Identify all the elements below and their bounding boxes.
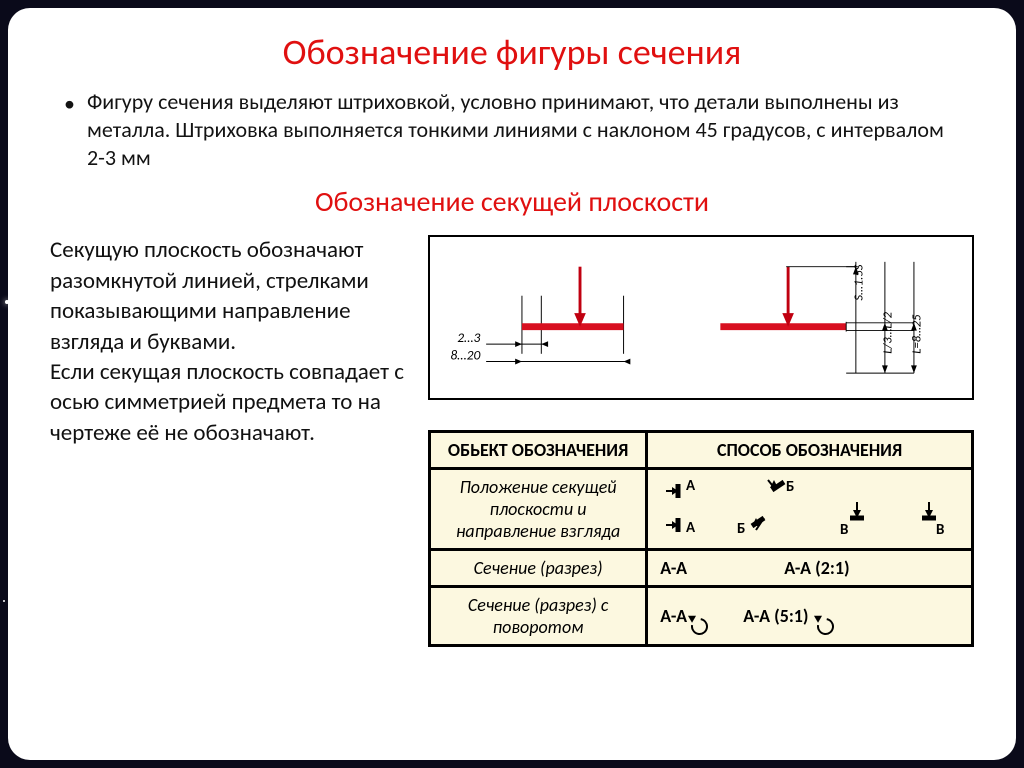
table-row: Сечение (разрез) А-А А-А (2:1) [430, 550, 973, 587]
bullet-text: Фигуру сечения выделяют штриховкой, усло… [87, 88, 960, 172]
bullet-paragraph: • Фигуру сечения выделяют штриховкой, ус… [64, 88, 960, 172]
table-row: Сечение (разрез) с поворотом А-А А-А (5:… [430, 587, 973, 646]
table-header-row: ОБЬЕКТ ОБОЗНАЧЕНИЯ СПОСОБ ОБОЗНАЧЕНИЯ [430, 432, 973, 469]
mark-v-horizontal: В В [840, 478, 950, 536]
cell-object: Положение секущей плоскости и направлени… [430, 469, 647, 550]
cell-object: Сечение (разрез) с поворотом [430, 587, 647, 646]
dim-text: 8…20 [450, 347, 480, 364]
cell-object: Сечение (разрез) [430, 550, 647, 587]
slide-title: Обозначение фигуры сечения [46, 30, 978, 74]
svg-text:В: В [840, 521, 848, 536]
cell-method: А-А А-А (2:1) [647, 550, 973, 587]
dim-text: 2…3 [457, 330, 480, 347]
section-line-diagram: 2…3 8…20 [428, 235, 974, 400]
notation-table: ОБЬЕКТ ОБОЗНАЧЕНИЯ СПОСОБ ОБОЗНАЧЕНИЯ По… [428, 430, 974, 647]
svg-text:А: А [686, 478, 696, 495]
slide-subtitle: Обозначение секущей плоскости [46, 184, 978, 219]
dim-text: L=8…25 [910, 314, 925, 354]
mark-b-diagonal: Б Б [734, 478, 812, 536]
th-object: ОБЬЕКТ ОБОЗНАЧЕНИЯ [430, 432, 647, 469]
cell-method: А А Б [647, 469, 973, 550]
bullet-dot: • [64, 90, 75, 172]
table-row: Положение секущей плоскости и направлени… [430, 469, 973, 550]
svg-text:Б: Б [737, 520, 745, 536]
mark-a-vertical: А А [660, 478, 706, 536]
dim-text: S…1.5S [852, 265, 867, 301]
th-method: СПОСОБ ОБОЗНАЧЕНИЯ [647, 432, 973, 469]
cell-method: А-А А-А (5:1) [647, 587, 973, 646]
svg-text:В: В [936, 521, 944, 536]
dim-text: L/3…L/2 [881, 312, 896, 354]
slide-card: Обозначение фигуры сечения • Фигуру сече… [8, 8, 1016, 760]
svg-text:А: А [686, 519, 696, 536]
left-paragraph: Секущую плоскость обозначают разомкнутой… [50, 235, 418, 647]
svg-text:Б: Б [786, 478, 794, 496]
